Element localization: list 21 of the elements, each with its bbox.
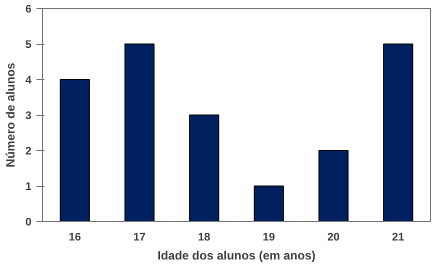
bar xyxy=(189,114,220,222)
y-axis-title: Número de alunos xyxy=(3,62,18,168)
x-tick-label: 16 xyxy=(68,232,81,244)
bar xyxy=(383,44,414,222)
y-tick-label: 3 xyxy=(25,110,32,122)
x-tick-label: 20 xyxy=(327,232,340,244)
y-tick-label: 4 xyxy=(25,74,32,86)
x-tick-label: 19 xyxy=(262,232,275,244)
bar xyxy=(254,186,284,222)
y-tick-label: 5 xyxy=(25,39,32,51)
bar xyxy=(124,44,155,222)
bar xyxy=(318,150,349,222)
bar xyxy=(60,79,90,222)
x-tick-label: 21 xyxy=(392,232,404,244)
x-axis-title: Idade dos alunos (em anos) xyxy=(157,248,316,262)
x-tick-label: 18 xyxy=(198,232,210,244)
y-tick-label: 1 xyxy=(25,181,32,193)
y-tick-label: 0 xyxy=(25,216,32,228)
y-tick-label: 6 xyxy=(25,4,32,16)
x-tick-label: 17 xyxy=(133,232,146,244)
y-tick-label: 2 xyxy=(25,146,32,158)
